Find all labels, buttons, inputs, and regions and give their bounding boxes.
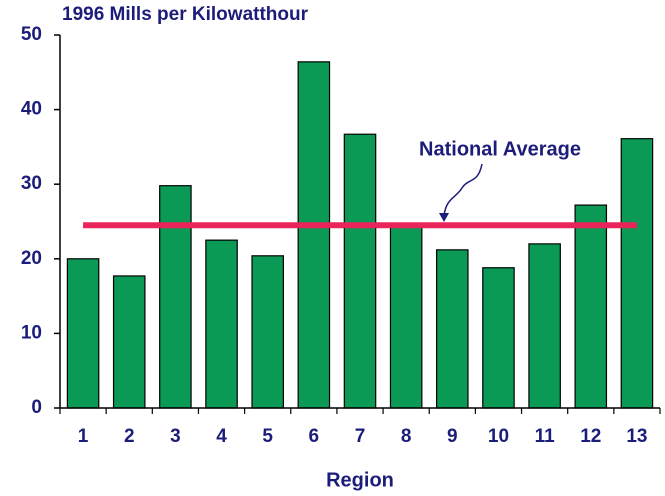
x-tick-label: 7 <box>355 426 366 447</box>
y-tick-label: 30 <box>21 173 42 194</box>
bar <box>251 255 284 409</box>
x-tick-label: 12 <box>580 426 601 447</box>
x-tick-label: 3 <box>170 426 181 447</box>
annotation-arrow <box>443 163 483 217</box>
bar <box>528 243 561 409</box>
y-tick-label: 50 <box>21 24 42 45</box>
x-tick-label: 9 <box>447 426 458 447</box>
bar <box>159 185 192 409</box>
x-axis-label: Region <box>326 469 394 491</box>
bar <box>343 133 377 409</box>
reference-label: National Average <box>419 138 581 160</box>
x-tick-label: 5 <box>262 426 273 447</box>
bar <box>389 225 423 409</box>
bar <box>297 61 331 409</box>
x-tick-label: 11 <box>535 426 556 447</box>
chart-title: 1996 Mills per Kilowatthour <box>62 4 309 25</box>
x-tick-label: 2 <box>124 426 135 447</box>
bar <box>112 275 146 409</box>
bar <box>620 138 654 409</box>
y-tick-label: 10 <box>21 322 42 343</box>
x-tick-label: 4 <box>216 426 227 447</box>
bar <box>66 258 100 409</box>
x-tick-label: 13 <box>626 426 647 447</box>
bar <box>482 267 515 409</box>
bar <box>436 249 469 409</box>
y-tick-label: 40 <box>21 99 42 120</box>
arrow-head <box>439 213 449 222</box>
bar <box>574 204 608 409</box>
bar <box>205 239 238 409</box>
x-tick-label: 6 <box>309 426 320 447</box>
x-tick-label: 8 <box>401 426 412 447</box>
y-tick-label: 0 <box>31 397 42 418</box>
x-tick-label: 10 <box>488 426 509 447</box>
y-tick-label: 20 <box>21 248 42 269</box>
x-tick-label: 1 <box>78 426 89 447</box>
